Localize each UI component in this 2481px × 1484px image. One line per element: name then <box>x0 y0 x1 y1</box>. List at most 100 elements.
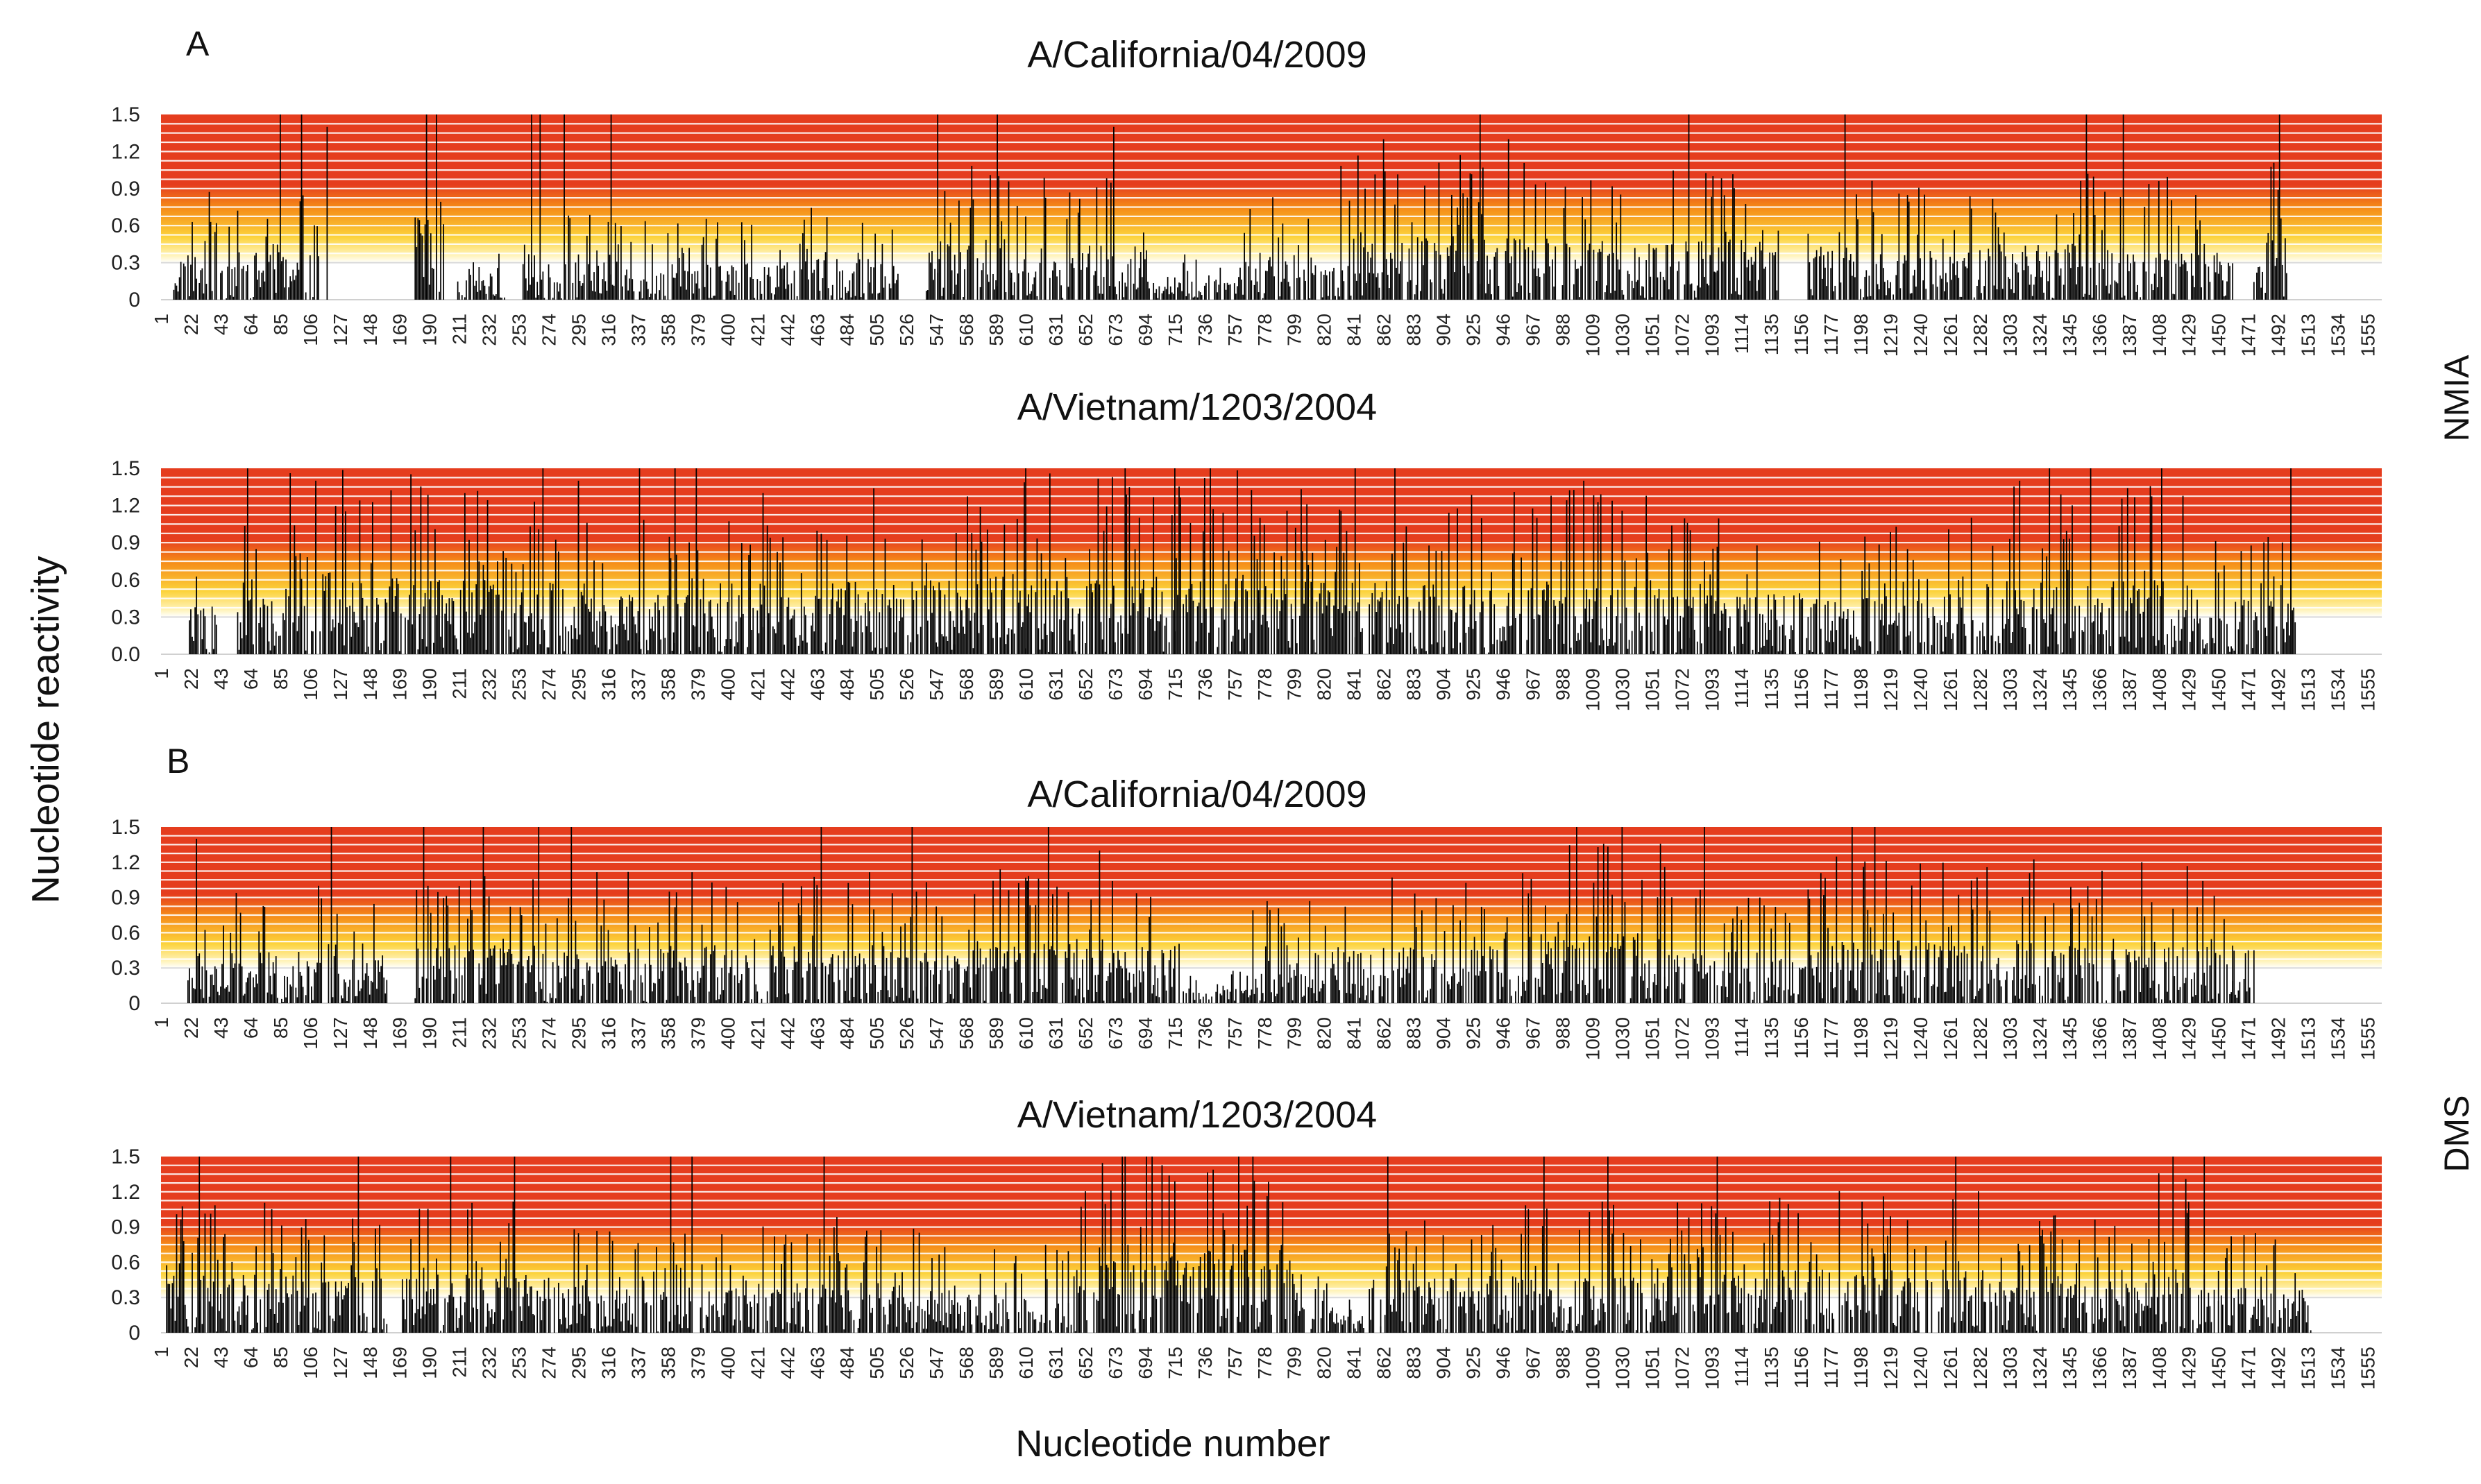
reactivity-bar <box>1668 955 1670 1003</box>
reactivity-bar <box>1697 971 1700 1003</box>
x-tick-label: 799 <box>1284 1017 1305 1050</box>
reactivity-bar <box>650 1305 652 1333</box>
reactivity-bar <box>2022 626 2024 654</box>
reactivity-bar <box>1008 1319 1010 1333</box>
reactivity-bar <box>1177 287 1178 300</box>
reactivity-bar <box>1707 595 1709 654</box>
reactivity-bar <box>2117 977 2119 1003</box>
reactivity-bar <box>291 281 293 300</box>
reactivity-bar <box>1996 964 1998 1003</box>
reactivity-bar <box>1813 1324 1815 1333</box>
reactivity-bar <box>1010 629 1013 654</box>
reactivity-bar <box>1069 192 1071 300</box>
reactivity-bar <box>616 262 618 300</box>
reactivity-bar <box>856 620 858 654</box>
reactivity-bar <box>1116 968 1117 1003</box>
reactivity-bar <box>1418 990 1420 1003</box>
reactivity-bar <box>1362 295 1363 300</box>
reactivity-bar <box>1976 1325 1978 1333</box>
reactivity-bar <box>881 594 883 654</box>
reactivity-bar <box>1665 1301 1667 1333</box>
reactivity-bar <box>1100 1265 1102 1333</box>
reactivity-bar <box>949 222 951 300</box>
reactivity-bar <box>1509 626 1511 654</box>
reactivity-bar <box>1038 1331 1040 1333</box>
reactivity-bar <box>1831 620 1834 654</box>
reactivity-bar <box>842 270 843 300</box>
reactivity-bar <box>2153 273 2156 300</box>
reactivity-bar <box>2037 245 2039 300</box>
x-tick-label: 1240 <box>1910 668 1931 711</box>
reactivity-bar <box>734 294 736 300</box>
reactivity-bar <box>895 996 897 1003</box>
reactivity-bar <box>340 995 342 1003</box>
reactivity-bar <box>508 949 510 1003</box>
reactivity-bar <box>806 248 808 300</box>
reactivity-bar <box>2138 956 2140 1003</box>
reactivity-bar <box>586 962 588 1003</box>
reactivity-bar <box>1343 552 1345 654</box>
reactivity-bar <box>1321 297 1323 300</box>
reactivity-bar <box>1230 1265 1233 1333</box>
reactivity-bar <box>924 585 926 654</box>
reactivity-bar <box>1773 594 1775 654</box>
reactivity-bar <box>1155 1299 1158 1333</box>
reactivity-bar <box>2114 1225 2116 1333</box>
reactivity-bar <box>667 233 669 300</box>
reactivity-bar <box>558 965 559 1003</box>
reactivity-bar <box>1624 1286 1626 1333</box>
reactivity-bar <box>999 869 1001 1003</box>
reactivity-bar <box>1232 971 1234 1003</box>
reactivity-bar <box>622 989 623 1003</box>
x-tick-label: 400 <box>717 1017 738 1050</box>
x-tick-label: 736 <box>1194 314 1216 346</box>
reactivity-bar <box>1912 970 1914 1003</box>
reactivity-bar <box>541 619 543 654</box>
reactivity-bar <box>2209 617 2211 654</box>
reactivity-bar <box>940 1320 942 1333</box>
reactivity-bar <box>934 590 935 654</box>
reactivity-bar <box>1107 1268 1109 1333</box>
reactivity-bar <box>1678 631 1680 654</box>
reactivity-bar <box>1570 990 1572 1003</box>
reactivity-bar <box>285 997 287 1003</box>
reactivity-bar <box>2237 990 2239 1003</box>
reactivity-bar <box>1905 636 1907 654</box>
reactivity-bar <box>1564 961 1566 1003</box>
x-tick-label: 1387 <box>2119 314 2140 357</box>
reactivity-bar <box>2035 609 2038 654</box>
reactivity-bar <box>799 244 801 300</box>
reactivity-bar <box>2015 590 2016 654</box>
reactivity-bar <box>611 284 613 300</box>
reactivity-bar <box>562 589 564 654</box>
reactivity-bar <box>1389 1304 1391 1333</box>
reactivity-bar <box>1868 1311 1870 1333</box>
reactivity-bar <box>2276 626 2278 654</box>
x-tick-label: 925 <box>1463 314 1484 346</box>
x-tick-label: 610 <box>1015 668 1037 701</box>
reactivity-bar <box>275 292 277 300</box>
reactivity-bar <box>1810 1242 1812 1333</box>
reactivity-bar <box>1515 617 1516 654</box>
reactivity-bar <box>2084 1286 2086 1333</box>
reactivity-bar <box>461 1315 463 1333</box>
reactivity-bar <box>991 971 992 1003</box>
reactivity-bar <box>1752 649 1754 654</box>
reactivity-bar <box>2217 993 2219 1003</box>
reactivity-bar <box>193 988 194 1003</box>
reactivity-bar <box>2125 949 2127 1003</box>
reactivity-bar <box>1353 239 1355 300</box>
reactivity-bar <box>1745 204 1747 300</box>
reactivity-bar <box>462 580 464 654</box>
reactivity-bar <box>1787 1204 1789 1333</box>
reactivity-bar <box>2029 644 2031 654</box>
reactivity-bar <box>1279 974 1281 1003</box>
reactivity-bar <box>285 259 287 300</box>
reactivity-bar <box>2119 636 2122 654</box>
reactivity-bar <box>1677 1202 1679 1333</box>
reactivity-bar <box>2031 296 2033 300</box>
reactivity-bar <box>1222 1213 1224 1333</box>
x-tick-label: 904 <box>1433 314 1455 346</box>
reactivity-bar <box>947 640 949 654</box>
x-tick-label: 484 <box>836 668 858 701</box>
